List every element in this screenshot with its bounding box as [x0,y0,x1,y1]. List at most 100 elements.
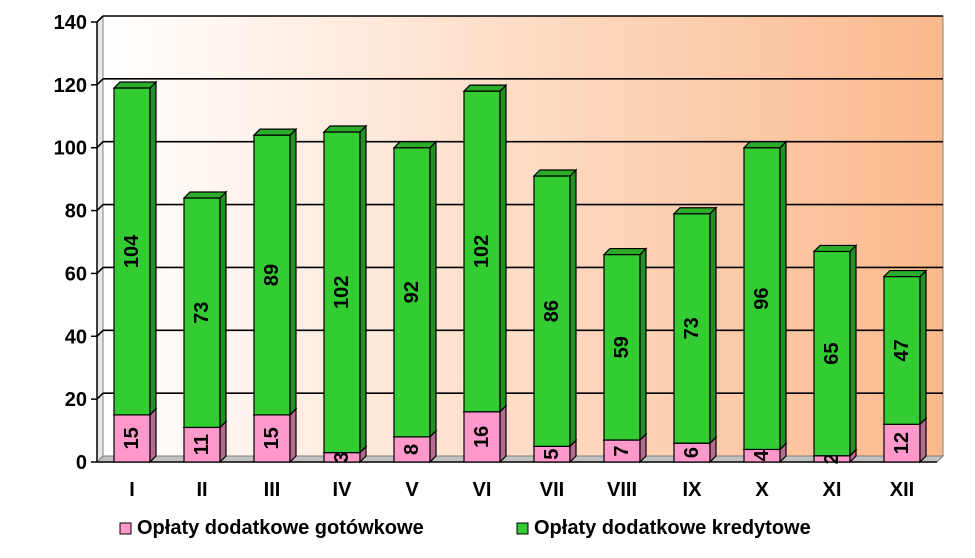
bar-segment [182,190,228,429]
bar-side [779,140,787,451]
axes [91,21,937,463]
bar-top [672,207,718,215]
bars: 15 104 11 73 15 89 3 102 8 92 16 102 5 86 7 59 6 73 4 96 2 65… [112,80,928,464]
bar-side [499,83,507,414]
y-tick-label: 120 [54,75,87,97]
y-tick-label: 60 [65,263,87,285]
bar-top [882,269,928,278]
x-category-label: II [196,479,207,501]
y-tick-label: 140 [54,12,87,34]
data-label: 59 [611,336,633,358]
bar-segment [112,80,158,417]
gridline-depth-140 [96,15,104,23]
bar-front [883,423,921,463]
plot-area [102,15,944,457]
gridline-depth-100 [96,141,104,149]
bar-front [883,275,921,425]
bar-side [919,269,927,426]
bar-side [499,404,507,464]
bar-side [359,124,367,455]
data-label: 16 [471,426,493,448]
y-tick-label: 100 [54,138,87,160]
x-category-label: X [755,479,769,501]
legend: Opłaty dodatkowe gotówkowe Opłaty dodatko… [119,517,811,539]
bar-top [112,81,158,89]
x-category-label: V [405,479,419,501]
bar-top [812,244,858,253]
bar-side [709,206,717,445]
x-category-label: IX [683,479,703,501]
data-label: 11 [191,434,213,455]
bar-front [393,147,431,438]
data-label: 12 [891,432,913,454]
bar-side [569,168,577,448]
bar-segment [392,140,438,439]
x-category-label: VII [540,479,564,501]
data-label: 96 [751,287,773,309]
bar-side [219,190,227,429]
bar-top [392,141,438,149]
data-label: 89 [261,264,283,286]
legend-label: Opłaty dodatkowe kredytowe [534,517,811,539]
bar-side [149,80,157,417]
bar-segment [322,124,368,455]
bar-segment [602,247,648,442]
data-label: 2 [821,453,843,464]
bar-top [462,84,508,92]
data-label: 7 [611,445,633,456]
x-category-label: VI [473,479,492,501]
bar-segment [252,127,298,417]
bar-side [849,243,857,458]
x-category-label: I [129,479,135,501]
bar-front [533,175,571,447]
plot-background [96,14,944,464]
bar-side [429,140,437,439]
data-label: 47 [891,339,913,361]
bar-segment [462,83,508,414]
data-label: 86 [541,300,563,322]
bar-side [289,407,297,464]
data-label: 102 [331,276,353,309]
y-tick-label: 80 [65,201,87,223]
data-label: 6 [681,447,703,458]
bar-side [219,419,227,464]
bar-top [602,247,648,256]
x-category-label: VIII [607,479,637,501]
bar-top [252,128,298,136]
bar-front [673,213,711,444]
bar-segment [812,243,858,458]
y-tick-label: 0 [76,452,87,474]
data-label: 65 [821,342,843,364]
bar-side [639,247,647,442]
bar-side [289,127,297,417]
data-label: 4 [751,449,773,461]
bar-top [322,125,368,133]
bar-segment [882,269,928,426]
bar-segment [532,168,578,448]
gridline-depth-40 [96,329,104,337]
gridline-depth-80 [96,204,104,212]
data-label: 3 [331,452,353,463]
gridline-depth-60 [96,266,104,274]
legend-swatch [119,522,132,535]
bar-front [253,134,291,416]
x-category-label: XII [890,479,914,501]
y-tick-labels: 0 20 40 60 80 100 120 140 [54,12,87,474]
gridline-depth-120 [96,78,104,86]
y-tick-label: 20 [65,389,87,411]
data-label: 92 [401,281,423,303]
bar-top [742,141,788,149]
data-label: 73 [681,317,703,339]
data-label: 8 [401,444,423,455]
gridline-depth-20 [96,392,104,400]
x-category-label: III [264,479,281,501]
bar-top [532,169,578,177]
data-label: 104 [121,234,143,268]
legend-label: Opłaty dodatkowe gotówkowe [137,517,424,539]
y-tick-label: 40 [65,326,87,348]
bar-segment [672,206,718,445]
data-label: 102 [471,235,493,268]
gridlines [96,15,943,400]
data-label: 73 [191,302,213,324]
